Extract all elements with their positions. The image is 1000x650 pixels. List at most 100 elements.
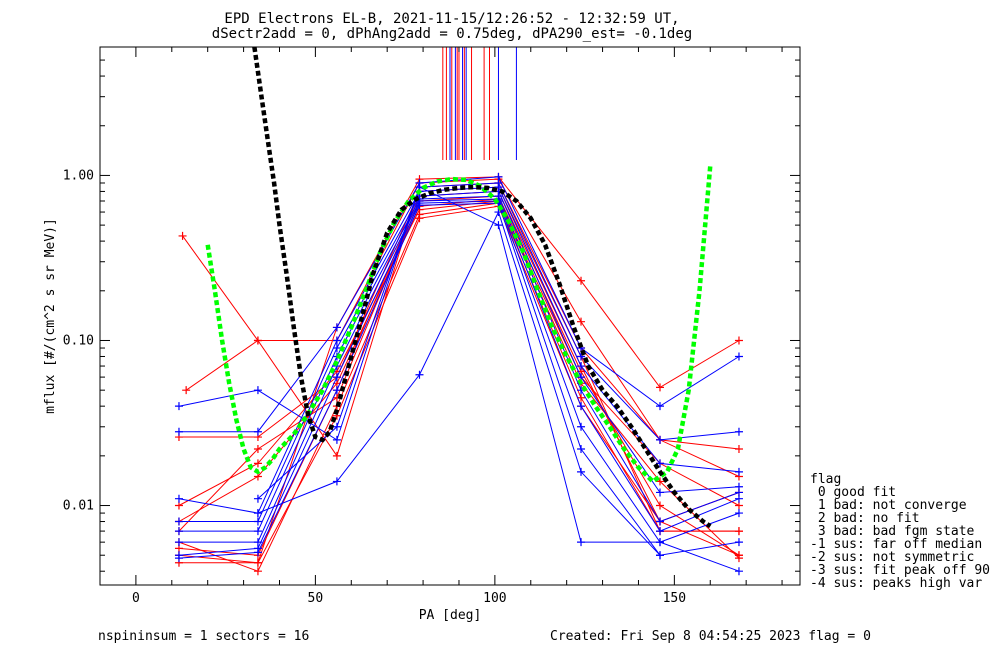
data-point-17-5 xyxy=(577,445,586,454)
series-line-13 xyxy=(179,190,740,522)
data-series-12 xyxy=(174,183,743,518)
series-line-4 xyxy=(178,190,740,556)
data-point-9-1 xyxy=(253,558,262,567)
data-point-11-0 xyxy=(174,402,183,411)
series-line-17 xyxy=(178,202,740,559)
data-point-15-7 xyxy=(734,494,743,503)
data-point-18-1 xyxy=(332,422,341,431)
legend-entry-3: 3 bad: bad fgm state xyxy=(810,524,975,539)
x-tick-label-3: 150 xyxy=(663,591,686,606)
data-point-9-7 xyxy=(734,551,743,560)
series-line-1 xyxy=(182,178,740,450)
legend-entry-4: -1 sus: far off median xyxy=(810,537,982,552)
plot-axes-group: 0 50 100 150 0.01 0.10 1.00 xyxy=(63,46,801,606)
data-point-19-1 xyxy=(332,477,341,486)
plot-series-group xyxy=(174,46,743,576)
data-point-15-5 xyxy=(577,402,586,411)
data-point-10-1 xyxy=(253,427,262,436)
data-point-19-2 xyxy=(415,370,424,379)
legend-entry-7: -4 sus: peaks high var xyxy=(810,576,982,591)
legend-entry-6: -3 sus: fit peak off 90 xyxy=(810,563,990,578)
data-point-12-0 xyxy=(174,494,183,503)
data-series-4 xyxy=(174,187,743,560)
data-point-5-6 xyxy=(656,501,664,510)
data-point-16-5 xyxy=(577,422,586,431)
data-series-14 xyxy=(174,192,743,536)
plot-frame xyxy=(99,46,801,586)
data-series-6 xyxy=(174,194,743,526)
series-line-11 xyxy=(178,182,740,441)
legend-entry-5: -2 sus: not symmetric xyxy=(810,550,974,565)
data-series-3 xyxy=(174,183,743,536)
series-line-6 xyxy=(178,198,740,522)
data-point-0-5 xyxy=(577,276,586,285)
data-point-15-6 xyxy=(656,527,664,536)
data-point-11-5 xyxy=(577,352,586,361)
data-point-13-0 xyxy=(174,517,183,526)
data-series-10 xyxy=(174,172,743,436)
data-point-11-6 xyxy=(656,435,664,444)
fit-curve-green xyxy=(205,165,713,485)
series-line-15 xyxy=(179,198,740,543)
data-point-0-7 xyxy=(734,336,743,345)
data-point-9-3 xyxy=(415,214,424,223)
data-point-0-6 xyxy=(656,383,664,392)
data-series-5 xyxy=(174,192,743,560)
series-line-10 xyxy=(179,176,740,433)
data-point-18-4 xyxy=(577,538,586,547)
data-point-8-1 xyxy=(253,567,262,576)
data-point-19-0 xyxy=(253,509,262,518)
data-point-2-2 xyxy=(332,451,341,460)
x-axis-label: PA [deg] xyxy=(419,608,482,623)
data-point-8-7 xyxy=(734,527,743,536)
data-point-13-2 xyxy=(332,344,341,353)
x-tick-label-1: 50 xyxy=(308,591,324,606)
data-point-17-2 xyxy=(332,386,341,395)
data-point-18-0 xyxy=(253,494,262,503)
data-point-11-2 xyxy=(332,435,341,444)
data-point-18-3 xyxy=(494,221,503,230)
data-point-7-6 xyxy=(656,477,664,486)
data-point-1-0 xyxy=(178,231,187,240)
data-point-2-1 xyxy=(253,336,262,345)
fit-curve-black xyxy=(252,46,712,529)
y-tick-label-0: 0.01 xyxy=(63,499,94,514)
data-series-16 xyxy=(174,197,743,560)
data-point-17-7 xyxy=(734,538,743,547)
data-point-13-6 xyxy=(656,488,664,497)
series-line-9 xyxy=(178,205,740,564)
data-point-14-6 xyxy=(656,517,664,526)
data-point-17-1 xyxy=(253,548,262,557)
series-line-12 xyxy=(178,186,740,514)
flag-legend: flag 0 good fit 1 bad: not converge 2 ba… xyxy=(810,472,990,591)
data-point-19-4 xyxy=(577,467,586,476)
data-series-2 xyxy=(182,178,743,481)
data-series-1 xyxy=(178,175,743,454)
chart-title-line-1: EPD Electrons EL-B, 2021-11-15/12:26:52 … xyxy=(224,11,679,27)
data-point-10-6 xyxy=(656,402,664,411)
x-tick-label-0: 0 xyxy=(132,591,140,606)
data-point-17-3 xyxy=(415,201,424,210)
data-series-19 xyxy=(253,208,664,560)
data-point-14-1 xyxy=(253,527,262,536)
data-point-15-0 xyxy=(174,538,183,547)
data-point-2-0 xyxy=(182,386,191,395)
series-line-19 xyxy=(257,210,661,556)
series-line-5 xyxy=(178,195,740,556)
data-point-11-7 xyxy=(734,427,743,436)
x-tick-label-2: 100 xyxy=(483,591,506,606)
y-tick-label-2: 1.00 xyxy=(63,168,94,183)
data-point-18-5 xyxy=(656,538,664,547)
data-point-17-0 xyxy=(174,554,183,563)
legend-entry-1: 1 bad: not converge xyxy=(810,498,967,513)
data-point-16-7 xyxy=(734,509,743,518)
series-line-14 xyxy=(179,195,740,532)
data-point-10-2 xyxy=(332,323,341,332)
data-point-12-7 xyxy=(734,467,743,476)
data-series-15 xyxy=(174,194,743,547)
footer-created-info: Created: Fri Sep 8 04:54:25 2023 flag = … xyxy=(550,629,871,644)
data-point-6-7 xyxy=(734,501,743,510)
data-point-10-0 xyxy=(174,427,183,436)
footer-spin-info: nspininsum = 1 sectors = 16 xyxy=(98,629,309,644)
